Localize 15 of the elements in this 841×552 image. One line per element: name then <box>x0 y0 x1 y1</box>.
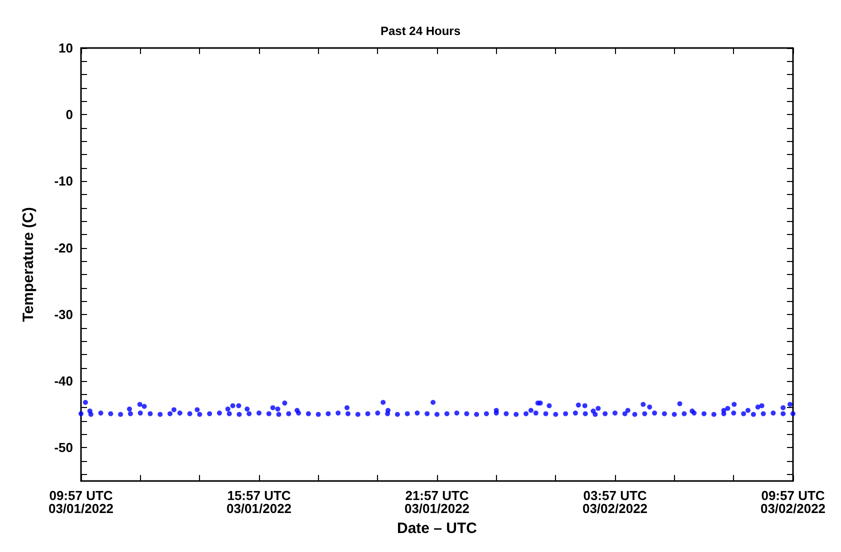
y-tick-label: -50 <box>54 440 73 456</box>
y-tick-label: -40 <box>54 374 73 389</box>
y-tick-label: -30 <box>54 306 73 322</box>
y-tick-label: -20 <box>54 240 73 256</box>
chart-title: Past 24 Hours <box>380 24 461 38</box>
x-axis-title: Date – UTC <box>396 520 478 537</box>
x-tick-label: 09:57 UTC 03/01/2022 <box>48 488 114 516</box>
x-tick-label: 21:57 UTC 03/01/2022 <box>404 488 470 516</box>
y-axis-title: Temperature (C) <box>20 207 37 322</box>
x-tick-label: 15:57 UTC 03/01/2022 <box>226 488 292 516</box>
x-tick-label: 09:57 UTC 03/02/2022 <box>760 488 826 516</box>
y-tick-label: -10 <box>54 174 73 189</box>
x-tick-label: 03:57 UTC 03/02/2022 <box>582 488 648 516</box>
y-tick-label: 10 <box>58 40 73 56</box>
y-tick-label: 0 <box>66 107 73 122</box>
